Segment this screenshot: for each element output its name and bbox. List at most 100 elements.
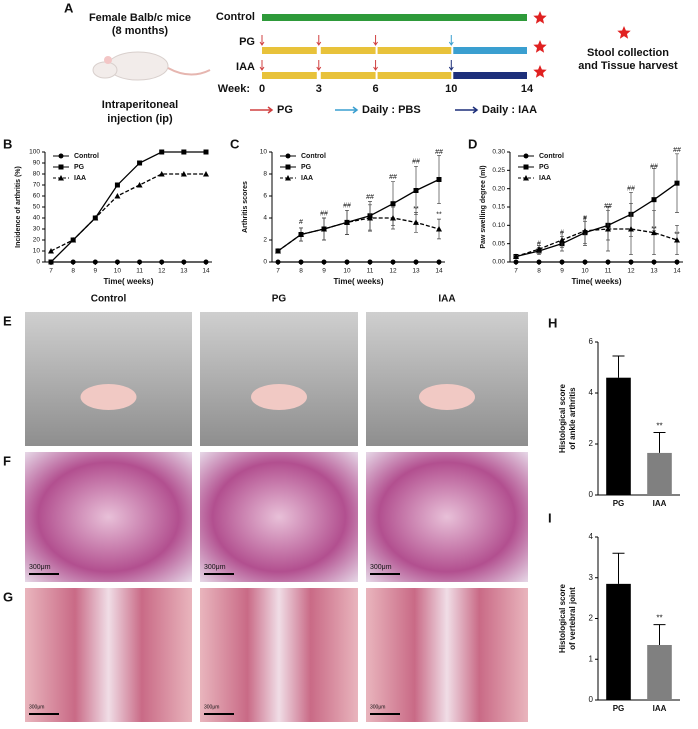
injection-arrow [373,60,378,71]
injection-arrow [316,60,322,71]
endpoint-text: and Tissue harvest [578,60,678,72]
marker [413,259,419,265]
marker [651,259,657,265]
y-tick-label: 0 [36,259,40,266]
column-label: Control [91,294,127,305]
marker [48,248,54,254]
bar [647,644,672,700]
panel-letter: I [548,510,552,525]
x-axis-label: Time( weeks) [103,277,153,286]
x-axis-label: Time( weeks) [333,277,383,286]
y-tick-label: 0.20 [492,185,505,192]
marker [628,259,634,265]
y-tick-label: 90 [33,160,41,167]
error-bar [612,355,625,378]
y-tick-label: 0.05 [492,240,505,247]
marker [651,197,657,203]
paw [419,384,475,410]
marker [203,149,209,155]
marker [48,259,54,265]
y-axis-label: Paw swelling degree (ml) [480,165,487,248]
significance-mark: ** [436,212,442,219]
panel-letter: C [230,136,240,151]
legend-label: PG [277,104,293,116]
panel-letter: A [64,0,74,15]
micrograph [25,588,192,722]
marker [513,253,519,259]
series-line [277,217,440,252]
marker [114,259,120,265]
marker [114,182,120,188]
legend-label: PG [539,164,550,171]
x-tick-label: 11 [136,268,143,275]
legend-label: Daily : IAA [482,104,537,116]
injection-arrow [373,35,378,46]
marker [513,259,519,265]
marker [523,164,529,170]
mouse-icon [92,51,211,81]
micrograph [25,452,192,582]
legend-label: Daily : PBS [362,104,421,116]
y-tick-label: 10 [33,248,41,255]
scale-bar-label: 300μm [204,564,226,571]
bar [606,583,631,700]
scale-bar-label: 300μm [204,704,219,710]
x-tick-label: 10 [343,268,351,275]
error-bar [653,432,666,453]
endpoint-star [533,40,547,53]
y-tick-label: 2 [263,237,267,244]
x-tick-label: 9 [93,268,97,275]
significance-mark: ## [412,159,420,166]
marker [321,226,327,232]
marker [651,229,657,236]
x-tick-label: 14 [435,268,443,275]
y-tick-label: 0 [263,259,267,266]
legend-arrow [250,106,274,114]
marker [298,259,304,265]
daily-arrow [448,35,454,46]
marker [390,215,396,221]
daily-arrow [448,60,454,71]
marker [674,180,680,186]
y-tick-label: 6 [263,193,267,200]
significance-mark: ## [320,210,328,217]
endpoint-text: Stool collection [587,47,669,59]
y-tick-label: 4 [589,532,594,541]
y-tick-label: 0.10 [492,222,505,229]
y-tick-label: 70 [33,182,41,189]
x-tick-label: IAA [653,704,667,713]
marker [436,177,442,182]
x-tick-label: 11 [367,268,374,275]
micrograph [200,588,358,722]
marker [181,149,187,155]
group-label: Control [216,11,255,23]
marker [367,215,373,221]
marker [674,259,680,265]
significance-mark: ## [366,194,374,201]
significance-mark: ## [435,149,443,156]
marker [413,219,419,225]
timeline-bar [262,72,317,79]
marker [605,226,611,232]
x-tick-label: 8 [71,268,75,275]
panel-letter: G [3,589,13,604]
significance-mark: ## [389,174,397,181]
significance-mark: # [560,230,564,237]
marker [158,171,165,177]
error-bar [612,552,625,584]
series-line [50,173,206,252]
legend-label: Control [301,153,326,160]
significance-mark: # [583,216,587,223]
legend-label: Control [74,153,99,160]
y-axis-label: of vertebral joint [568,587,577,650]
column-label: IAA [438,294,455,305]
column-label: PG [272,294,287,305]
significance-mark: # [537,241,541,248]
timeline-bar [453,72,527,79]
legend-label: PG [301,164,312,171]
marker [523,175,529,181]
marker [136,182,143,188]
marker [390,201,396,207]
significance-mark: # [299,219,303,226]
marker [180,171,187,177]
